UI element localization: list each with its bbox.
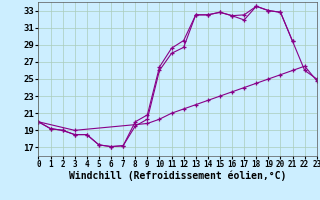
X-axis label: Windchill (Refroidissement éolien,°C): Windchill (Refroidissement éolien,°C) xyxy=(69,171,286,181)
